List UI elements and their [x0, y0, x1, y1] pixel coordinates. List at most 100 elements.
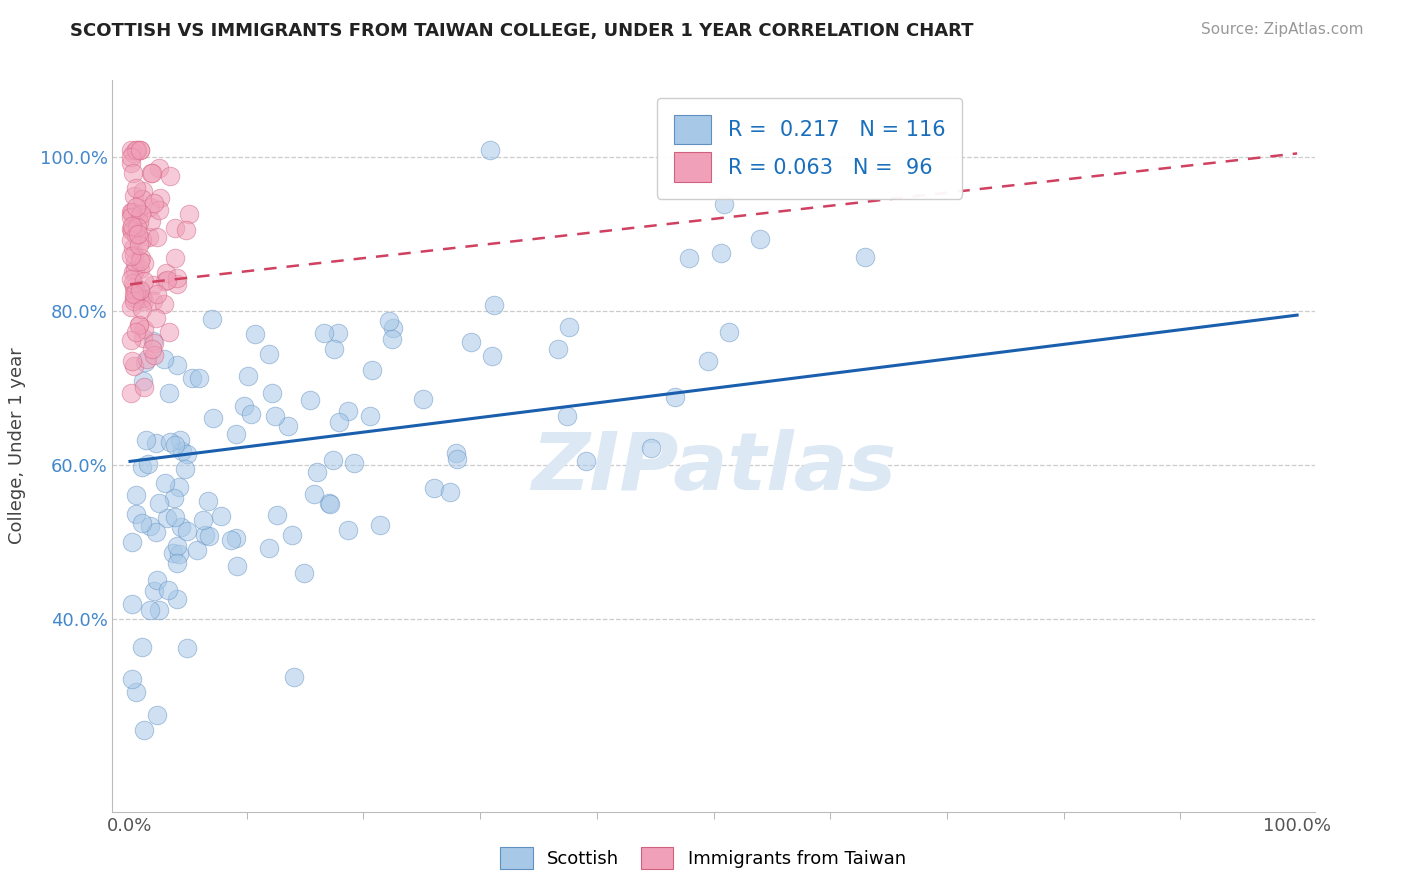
Point — [120, 249, 142, 263]
Point — [159, 435, 181, 450]
Point — [121, 672, 143, 686]
Point — [717, 326, 740, 340]
Point — [121, 353, 143, 368]
Point — [143, 196, 166, 211]
Point — [233, 399, 256, 413]
Point — [337, 404, 360, 418]
Point — [439, 485, 461, 500]
Point — [557, 409, 579, 423]
Point — [127, 227, 149, 241]
Point — [122, 265, 145, 279]
Point — [134, 355, 156, 369]
Point — [146, 707, 169, 722]
Point — [336, 523, 359, 537]
Point — [163, 491, 186, 506]
Point — [153, 352, 176, 367]
Point — [148, 161, 170, 175]
Point — [121, 535, 143, 549]
Point — [169, 480, 191, 494]
Point — [479, 143, 502, 157]
Point — [127, 207, 149, 221]
Point — [146, 287, 169, 301]
Legend: Scottish, Immigrants from Taiwan: Scottish, Immigrants from Taiwan — [491, 838, 915, 879]
Point — [125, 488, 148, 502]
Point — [157, 386, 180, 401]
Point — [145, 230, 167, 244]
Point — [129, 285, 152, 300]
Point — [368, 517, 391, 532]
Point — [202, 411, 225, 425]
Point — [323, 342, 346, 356]
Point — [120, 156, 142, 170]
Point — [380, 332, 402, 346]
Point — [120, 143, 142, 157]
Point — [124, 263, 146, 277]
Y-axis label: College, Under 1 year: College, Under 1 year — [7, 348, 25, 544]
Point — [257, 347, 280, 361]
Point — [318, 496, 340, 510]
Point — [121, 224, 143, 238]
Point — [225, 427, 247, 442]
Point — [696, 354, 718, 368]
Point — [131, 516, 153, 530]
Point — [134, 321, 156, 335]
Point — [165, 220, 187, 235]
Point — [142, 278, 165, 293]
Point — [129, 207, 152, 221]
Text: SCOTTISH VS IMMIGRANTS FROM TAIWAN COLLEGE, UNDER 1 YEAR CORRELATION CHART: SCOTTISH VS IMMIGRANTS FROM TAIWAN COLLE… — [70, 22, 974, 40]
Point — [153, 296, 176, 310]
Point — [121, 233, 143, 247]
Point — [302, 487, 325, 501]
Point — [166, 270, 188, 285]
Point — [143, 584, 166, 599]
Point — [129, 283, 152, 297]
Point — [748, 232, 770, 246]
Point — [125, 143, 148, 157]
Point — [198, 529, 221, 543]
Point — [165, 252, 187, 266]
Point — [277, 419, 299, 434]
Point — [131, 233, 153, 247]
Point — [132, 294, 155, 309]
Point — [131, 301, 153, 316]
Point — [713, 196, 735, 211]
Point — [361, 363, 384, 377]
Point — [131, 192, 153, 206]
Point — [169, 433, 191, 447]
Point — [328, 415, 350, 429]
Point — [120, 300, 142, 314]
Point — [159, 169, 181, 183]
Point — [163, 510, 186, 524]
Point — [412, 392, 434, 407]
Point — [121, 205, 143, 219]
Point — [156, 510, 179, 524]
Point — [122, 359, 145, 373]
Point — [343, 456, 366, 470]
Point — [664, 390, 686, 404]
Point — [262, 386, 284, 401]
Point — [378, 314, 401, 328]
Point — [128, 318, 150, 332]
Point — [167, 547, 190, 561]
Point — [121, 206, 143, 220]
Point — [148, 202, 170, 217]
Point — [322, 453, 344, 467]
Point — [145, 311, 167, 326]
Point — [460, 334, 482, 349]
Point — [122, 241, 145, 255]
Point — [179, 207, 201, 221]
Point — [266, 508, 288, 523]
Point — [219, 533, 242, 547]
Point — [162, 546, 184, 560]
Point — [124, 279, 146, 293]
Point — [640, 441, 662, 455]
Point — [243, 327, 266, 342]
Point — [153, 274, 176, 288]
Point — [166, 592, 188, 607]
Point — [138, 230, 160, 244]
Point — [139, 200, 162, 214]
Point — [124, 189, 146, 203]
Point — [122, 291, 145, 305]
Point — [124, 285, 146, 299]
Point — [142, 348, 165, 362]
